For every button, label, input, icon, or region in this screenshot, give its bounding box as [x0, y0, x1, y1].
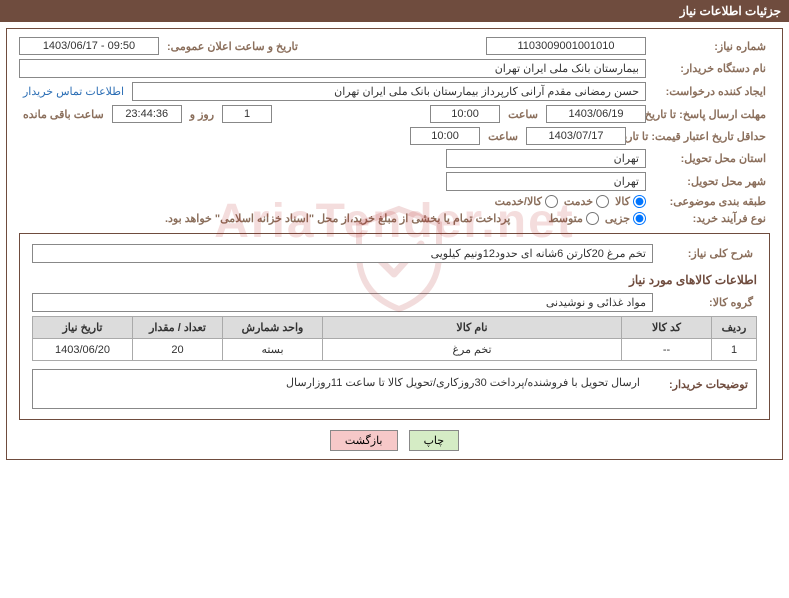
buyer-contact-link[interactable]: اطلاعات تماس خریدار	[19, 85, 128, 98]
th-row: ردیف	[712, 317, 757, 339]
delivery-city-field: تهران	[446, 172, 646, 191]
buyer-notes-box: توضیحات خریدار: ارسال تحویل با فروشنده/پ…	[32, 369, 757, 409]
time-label-2: ساعت	[484, 130, 522, 143]
response-deadline-label: مهلت ارسال پاسخ: تا تاریخ:	[650, 108, 770, 121]
price-validity-label: حداقل تاریخ اعتبار قیمت: تا تاریخ:	[630, 130, 770, 143]
purchase-medium-radio[interactable]	[586, 212, 599, 225]
buyer-notes-text: ارسال تحویل با فروشنده/پرداخت 30روزکاری/…	[33, 370, 646, 408]
remaining-days: 1	[222, 105, 272, 123]
requester-field: حسن رمضانی مقدم آرانی کارپرداز بیمارستان…	[132, 82, 646, 101]
cell-unit: بسته	[223, 339, 323, 361]
buyer-org-field: بیمارستان بانک ملی ایران تهران	[19, 59, 646, 78]
announce-datetime-label: تاریخ و ساعت اعلان عمومی:	[163, 40, 302, 53]
page-title: جزئیات اطلاعات نیاز	[680, 4, 781, 18]
cell-row: 1	[712, 339, 757, 361]
details-box: AriaTender.net شرح کلی نیاز: تخم مرغ 20ک…	[19, 233, 770, 420]
purchase-partial-label: جزیی	[605, 212, 630, 225]
buyer-notes-label: توضیحات خریدار:	[646, 370, 756, 408]
th-unit: واحد شمارش	[223, 317, 323, 339]
buyer-org-label: نام دستگاه خریدار:	[650, 62, 770, 75]
response-deadline-date: 1403/06/19	[546, 105, 646, 123]
remaining-time: 23:44:36	[112, 105, 182, 123]
cell-name: تخم مرغ	[323, 339, 622, 361]
delivery-province-label: استان محل تحویل:	[650, 152, 770, 165]
purchase-medium-label: متوسط	[548, 212, 583, 225]
remaining-days-unit: روز و	[186, 108, 218, 121]
th-name: نام کالا	[323, 317, 622, 339]
time-label-1: ساعت	[504, 108, 542, 121]
price-validity-date: 1403/07/17	[526, 127, 626, 145]
th-qty: تعداد / مقدار	[133, 317, 223, 339]
page-header: جزئیات اطلاعات نیاز	[0, 0, 789, 22]
category-label: طبقه بندی موضوعی:	[650, 195, 770, 208]
table-row: 1 -- تخم مرغ بسته 20 1403/06/20	[33, 339, 757, 361]
goods-group-field: مواد غذائی و نوشیدنی	[32, 293, 653, 312]
need-number-label: شماره نیاز:	[650, 40, 770, 53]
requester-label: ایجاد کننده درخواست:	[650, 85, 770, 98]
th-date: تاریخ نیاز	[33, 317, 133, 339]
purchase-partial-radio[interactable]	[633, 212, 646, 225]
category-goods-label: کالا	[615, 195, 630, 208]
category-goods-service-label: کالا/خدمت	[495, 195, 542, 208]
delivery-city-label: شهر محل تحویل:	[650, 175, 770, 188]
goods-table: ردیف کد کالا نام کالا واحد شمارش تعداد /…	[32, 316, 757, 361]
goods-group-label: گروه کالا:	[657, 296, 757, 309]
cell-qty: 20	[133, 339, 223, 361]
table-header-row: ردیف کد کالا نام کالا واحد شمارش تعداد /…	[33, 317, 757, 339]
print-button[interactable]: چاپ	[409, 430, 460, 451]
category-goods-service-radio[interactable]	[545, 195, 558, 208]
back-button[interactable]: بازگشت	[330, 430, 398, 451]
summary-field: تخم مرغ 20کارتن 6شانه ای حدود12ونیم کیلو…	[32, 244, 653, 263]
remaining-suffix: ساعت باقی مانده	[19, 108, 108, 121]
goods-section-title: اطلاعات کالاهای مورد نیاز	[32, 273, 757, 287]
purchase-type-label: نوع فرآیند خرید:	[650, 212, 770, 225]
purchase-note: پرداخت تمام یا بخشی از مبلغ خرید،از محل …	[165, 212, 510, 225]
announce-datetime-field: 1403/06/17 - 09:50	[19, 37, 159, 55]
summary-label: شرح کلی نیاز:	[657, 247, 757, 260]
cell-code: --	[622, 339, 712, 361]
category-goods-radio[interactable]	[633, 195, 646, 208]
category-radio-group: کالا خدمت کالا/خدمت	[495, 195, 646, 208]
th-code: کد کالا	[622, 317, 712, 339]
purchase-type-radio-group: جزیی متوسط	[548, 212, 646, 225]
price-validity-time: 10:00	[410, 127, 480, 145]
main-container: شماره نیاز: 1103009001001010 تاریخ و ساع…	[6, 28, 783, 460]
category-service-label: خدمت	[564, 195, 593, 208]
cell-date: 1403/06/20	[33, 339, 133, 361]
delivery-province-field: تهران	[446, 149, 646, 168]
category-service-radio[interactable]	[596, 195, 609, 208]
response-deadline-time: 10:00	[430, 105, 500, 123]
need-number-field: 1103009001001010	[486, 37, 646, 55]
button-row: چاپ بازگشت	[19, 430, 770, 451]
